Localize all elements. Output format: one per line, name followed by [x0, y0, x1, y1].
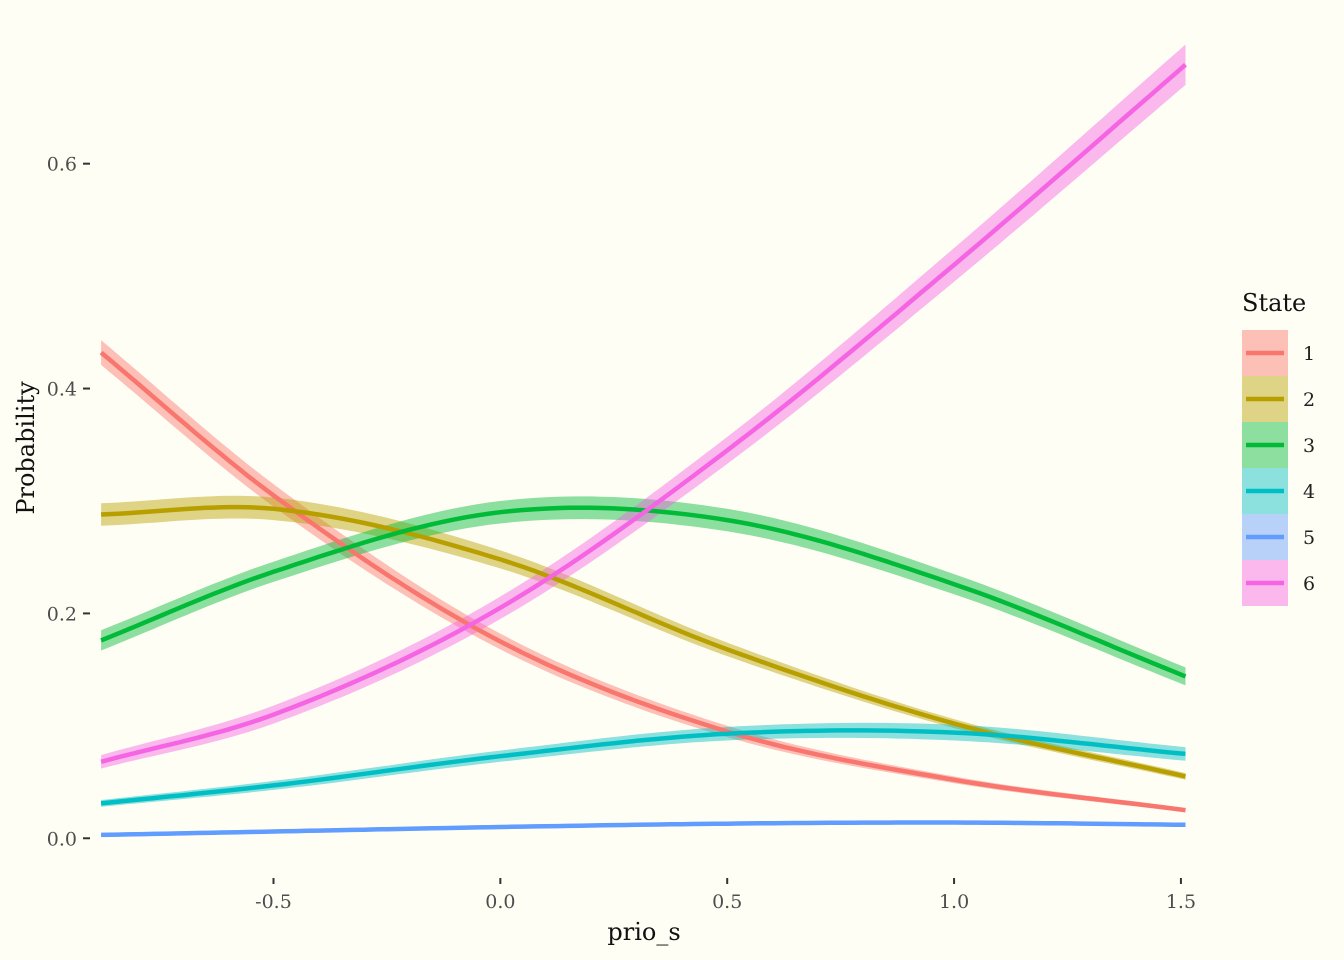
line-state-5: [101, 820, 1186, 838]
line-state-4: [100, 728, 1186, 806]
y-tick-label: 0.4: [47, 379, 77, 401]
legend-title: State: [1242, 289, 1306, 317]
x-tick-label: 1.0: [939, 891, 969, 913]
legend: State 1 2 3 4 5 6: [1242, 289, 1315, 606]
ribbon-state-3: [101, 496, 1186, 686]
y-tick-label: 0.6: [47, 154, 77, 176]
x-tick-label: 0.5: [712, 891, 742, 913]
x-tick-label: 0.0: [485, 891, 515, 913]
line-state-6: [100, 63, 1187, 764]
legend-label-1: 1: [1303, 343, 1315, 365]
ribbon-state-6: [101, 44, 1186, 769]
series-lines: [99, 63, 1187, 838]
legend-label-6: 6: [1303, 573, 1315, 595]
axes: -0.5 0.0 0.5 1.0 1.5 0.0 0.2 0.4 0.6: [47, 154, 1196, 913]
legend-label-3: 3: [1303, 435, 1315, 457]
legend-label-4: 4: [1303, 481, 1315, 503]
y-tick-label: 0.0: [47, 828, 77, 850]
legend-label-5: 5: [1303, 527, 1315, 549]
ribbon-state-2: [101, 495, 1186, 780]
legend-label-2: 2: [1303, 389, 1315, 411]
x-tick-label: 1.5: [1166, 891, 1196, 913]
line-state-1: [99, 350, 1186, 813]
y-axis-title: Probability: [12, 381, 40, 515]
line-state-3: [100, 505, 1187, 679]
x-axis-title: prio_s: [607, 918, 680, 946]
y-tick-label: 0.2: [47, 603, 77, 625]
x-tick-label: -0.5: [255, 891, 292, 913]
